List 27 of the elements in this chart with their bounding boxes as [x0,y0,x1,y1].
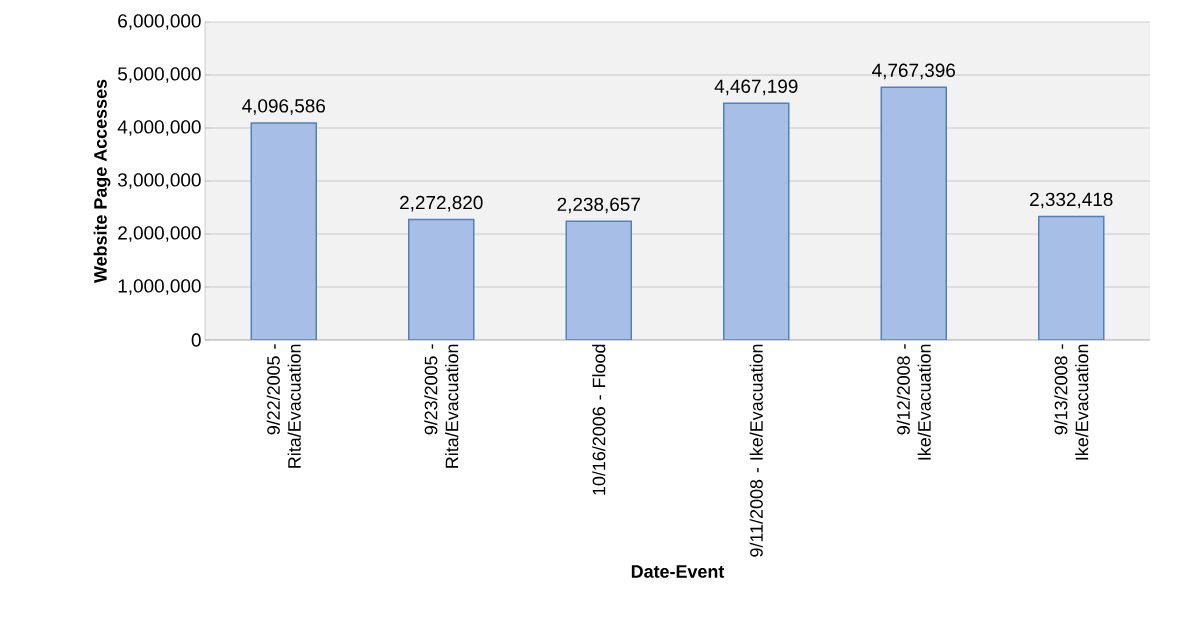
bar [723,102,790,340]
y-tick-label: 5,000,000 [118,67,201,83]
y-tick-label: 6,000,000 [118,14,201,30]
y-axis-title: Website Page Accesses [93,79,111,283]
data-label: 4,467,199 [714,79,798,96]
bar [1038,215,1105,340]
y-tick-label: 4,000,000 [117,120,201,136]
bar [880,86,948,340]
bar [250,122,317,340]
data-label: 4,767,396 [872,63,956,80]
x-axis-title: Date-Event [631,565,725,578]
x-tick-label: 9/12/2008 - Ike/Evacuation [896,344,931,460]
x-tick-label: 9/23/2005 - Rita/Evacuation [424,344,459,468]
bar [565,220,632,340]
data-label: 4,096,586 [242,99,326,115]
x-tick-label: 9/13/2008 - Ike/Evacuation [1054,344,1089,460]
data-label: 2,272,820 [400,195,483,212]
data-label: 2,238,657 [557,197,640,214]
y-tick-label: 0 [191,333,201,347]
x-tick-label: 10/16/2006 - Flood [592,344,606,495]
bar [408,218,475,340]
x-tick-label: 9/11/2008 - Ike/Evacuation [749,344,763,557]
y-tick-label: 1,000,000 [118,279,201,295]
y-tick-label: 3,000,000 [117,173,201,189]
y-tick-label: 2,000,000 [118,226,201,242]
data-label: 2,332,418 [1030,192,1113,209]
x-tick-label: 9/22/2005 - Rita/Evacuation [266,344,301,468]
